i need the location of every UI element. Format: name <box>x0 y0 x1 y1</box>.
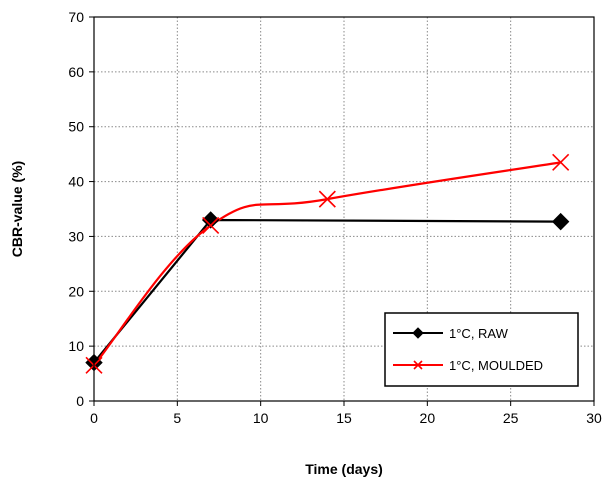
x-tick-label: 10 <box>253 410 269 426</box>
x-tick-label: 0 <box>90 410 98 426</box>
y-tick-label: 30 <box>68 228 84 244</box>
data-point-series-1 <box>202 216 220 235</box>
legend-item: 1°C, RAW <box>393 326 509 341</box>
legend-marker <box>413 360 423 370</box>
legend-label: 1°C, MOULDED <box>449 358 543 373</box>
x-axis-title: Time (days) <box>305 461 383 477</box>
data-point-series-0 <box>201 211 220 229</box>
y-tick-label: 50 <box>68 119 84 135</box>
legend-box <box>384 312 579 387</box>
y-tick-label: 0 <box>76 393 84 409</box>
data-point-series-0 <box>551 212 570 231</box>
legend: 1°C, RAW 1°C, MOULDED <box>384 312 579 387</box>
x-tick-label: 5 <box>173 410 181 426</box>
data-point-series-1 <box>318 190 336 208</box>
y-tick-label: 60 <box>68 64 84 80</box>
x-tick-label: 25 <box>503 410 519 426</box>
y-tick-label: 70 <box>68 9 84 25</box>
x-tick-label: 20 <box>420 410 436 426</box>
axis-ticks: 0 5 10 15 20 25 30 0 10 20 30 40 50 60 70 <box>68 9 602 426</box>
y-tick-label: 40 <box>68 174 84 190</box>
y-axis-title: CBR-value (%) <box>9 161 25 257</box>
x-tick-label: 30 <box>586 410 602 426</box>
x-tick-label: 15 <box>336 410 352 426</box>
y-tick-label: 20 <box>68 283 84 299</box>
series-line-1 <box>93 161 561 367</box>
legend-label: 1°C, RAW <box>449 326 509 341</box>
data-point-series-1 <box>552 153 570 171</box>
y-tick-label: 10 <box>68 338 84 354</box>
legend-marker <box>412 327 424 339</box>
legend-item: 1°C, MOULDED <box>393 358 543 373</box>
